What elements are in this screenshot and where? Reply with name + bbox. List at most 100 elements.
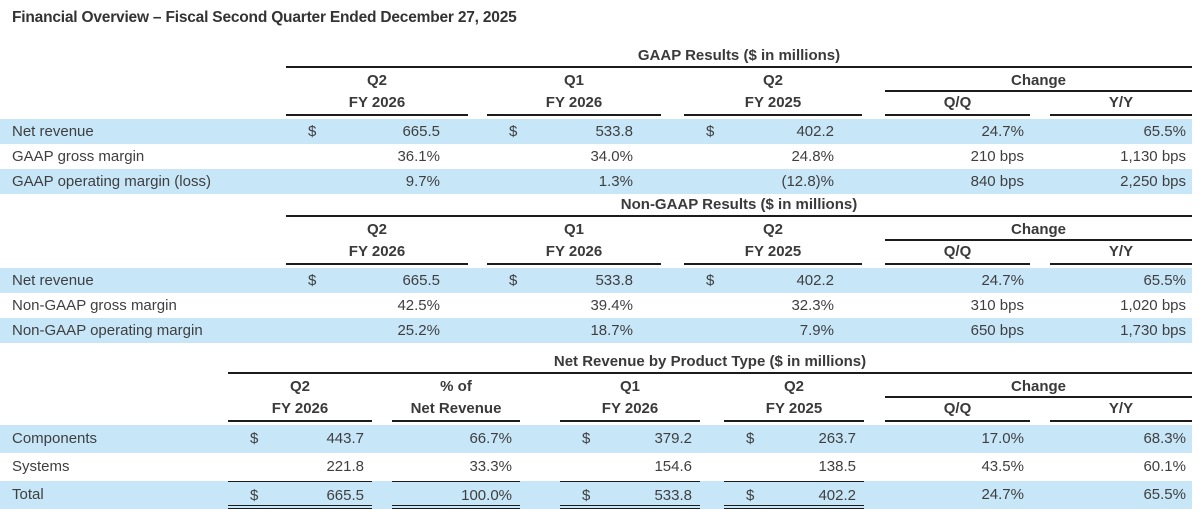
currency-symbol: $ [706,272,715,289]
value: 665.5 [402,272,440,289]
value-cell: 100.0% [392,481,520,509]
row-label: Net revenue [12,272,94,289]
value-cell: 32.3% [791,297,834,314]
table-row: Net revenue $665.5 $533.8 $402.2 24.7% 6… [0,268,1192,293]
table-row: Systems 221.8 33.3% 154.6 138.5 43.5% 60… [0,453,1192,481]
value-cell: 1.3% [598,173,633,190]
change-cell: 650 bps [970,322,1024,339]
money-cell: $263.7 [724,425,864,453]
table-row: Non-GAAP operating margin 25.2% 18.7% 7.… [0,318,1192,343]
change-cell: 24.7% [981,486,1024,503]
col-header-qq: Q/Q [885,241,1030,265]
product-section-title: Net Revenue by Product Type ($ in millio… [228,352,1192,374]
change-cell: 60.1% [1143,458,1186,475]
gaap-rows: Net revenue $665.5 $533.8 $402.2 24.7% 6… [0,119,1192,194]
money-cell: $402.2 [684,268,862,293]
row-label: Non-GAAP gross margin [12,297,177,314]
change-cell: 65.5% [1143,123,1186,140]
value: 402.2 [796,123,834,140]
col-header: FY 2026 [286,241,468,265]
change-cell: 210 bps [970,148,1024,165]
row-label: GAAP operating margin (loss) [12,173,211,190]
money-cell: $402.2 [724,481,864,509]
currency-symbol: $ [706,123,715,140]
non-gaap-header-row-fy: FY 2026 FY 2026 FY 2025 Q/Q Y/Y [0,241,1192,265]
row-label: Non-GAAP operating margin [12,322,203,339]
money-cell: 138.5 [724,453,864,481]
value-cell: (12.8)% [781,173,834,190]
currency-symbol: $ [250,487,259,504]
gaap-header-row-fy: FY 2026 FY 2026 FY 2025 Q/Q Y/Y [0,92,1192,116]
row-label: GAAP gross margin [12,148,145,165]
value-cell: 33.3% [469,458,512,475]
change-cell: 310 bps [970,297,1024,314]
currency-symbol: $ [746,430,755,447]
change-cell: 1,130 bps [1120,148,1186,165]
change-col-header: Change [885,69,1192,92]
col-header: Q2 [783,378,804,395]
value-cell: 39.4% [590,297,633,314]
value: 138.5 [818,458,856,475]
non-gaap-results-table: Non-GAAP Results ($ in millions) Q2 Q1 Q… [0,195,1192,343]
money-cell: $665.5 [228,481,372,509]
money-cell: $533.8 [560,481,700,509]
change-cell: 24.7% [981,272,1024,289]
financial-overview-slide: { "page_title": "Financial Overview – Fi… [0,9,1203,529]
change-col-header: Change [885,375,1192,398]
table-row: GAAP gross margin 36.1% 34.0% 24.8% 210 … [0,144,1192,169]
value: 402.2 [796,272,834,289]
money-cell: $665.5 [286,268,468,293]
product-rows: Components $443.7 66.7% $379.2 $263.7 17… [0,425,1192,509]
non-gaap-section-title: Non-GAAP Results ($ in millions) [286,195,1192,217]
product-header-row-quarter: Q2 % of Q1 Q2 Change [0,375,1192,398]
value: 533.8 [595,123,633,140]
table-row: Non-GAAP gross margin 42.5% 39.4% 32.3% … [0,293,1192,318]
col-header-yy: Y/Y [1050,92,1192,116]
change-cell: 17.0% [981,430,1024,447]
col-header: Q2 [366,221,387,238]
value: 533.8 [595,272,633,289]
value: 533.8 [654,487,692,504]
currency-symbol: $ [308,123,317,140]
money-cell: 221.8 [228,453,372,481]
value-cell: 18.7% [590,322,633,339]
value-cell: 34.0% [590,148,633,165]
change-cell: 1,730 bps [1120,322,1186,339]
col-header: FY 2025 [684,92,862,116]
currency-symbol: $ [509,123,518,140]
value-cell: 36.1% [397,148,440,165]
change-cell: 65.5% [1143,486,1186,503]
money-cell: $379.2 [560,425,700,453]
value: 154.6 [654,458,692,475]
gaap-results-table: GAAP Results ($ in millions) Q2 Q1 Q2 Ch… [0,46,1192,194]
table-row: Components $443.7 66.7% $379.2 $263.7 17… [0,425,1192,453]
col-header-yy: Y/Y [1050,241,1192,265]
currency-symbol: $ [308,272,317,289]
value: 665.5 [326,487,364,504]
col-header-qq: Q/Q [885,92,1030,116]
money-cell: $533.8 [487,119,661,144]
value-cell: 9.7% [405,173,440,190]
col-header: Q1 [563,221,584,238]
non-gaap-header-row-quarter: Q2 Q1 Q2 Change [0,218,1192,241]
row-label: Systems [12,458,70,475]
non-gaap-rows: Net revenue $665.5 $533.8 $402.2 24.7% 6… [0,268,1192,343]
change-cell: 1,020 bps [1120,297,1186,314]
change-cell: 43.5% [981,458,1024,475]
col-header-yy: Y/Y [1050,398,1192,422]
currency-symbol: $ [582,430,591,447]
value-cell: 66.7% [469,430,512,447]
page-title: Financial Overview – Fiscal Second Quart… [12,9,517,26]
row-label: Components [12,430,98,447]
change-cell: 68.3% [1143,430,1186,447]
value: 665.5 [402,123,440,140]
change-cell: 2,250 bps [1120,173,1186,190]
value: 221.8 [326,458,364,475]
value-cell: 42.5% [397,297,440,314]
product-type-table: Net Revenue by Product Type ($ in millio… [0,352,1192,509]
col-header: Q2 [366,72,387,89]
col-header: Q1 [619,378,640,395]
gaap-header-row-quarter: Q2 Q1 Q2 Change [0,69,1192,92]
change-cell: 24.7% [981,123,1024,140]
col-header: FY 2026 [487,92,661,116]
